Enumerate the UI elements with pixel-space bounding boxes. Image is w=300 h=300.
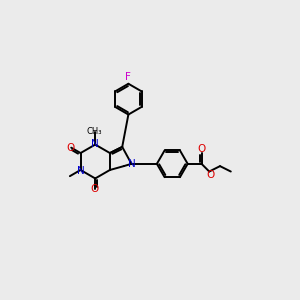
Text: O: O xyxy=(66,143,75,153)
Text: F: F xyxy=(125,72,131,82)
Text: O: O xyxy=(206,170,214,180)
Text: O: O xyxy=(90,184,99,194)
Text: O: O xyxy=(197,144,206,154)
Text: N: N xyxy=(92,139,99,149)
Text: N: N xyxy=(128,159,135,169)
Text: N: N xyxy=(77,166,84,176)
Text: CH₃: CH₃ xyxy=(87,127,102,136)
